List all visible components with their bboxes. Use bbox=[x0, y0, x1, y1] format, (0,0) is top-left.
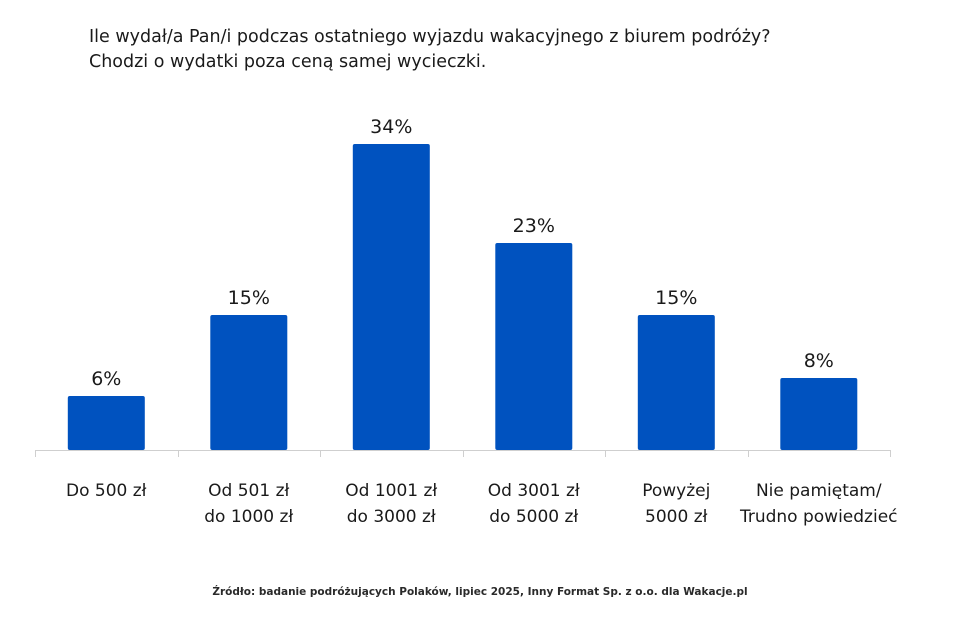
x-tick-label-line: Nie pamiętam/ bbox=[755, 481, 882, 501]
x-tick-label-line: Od 3001 zł bbox=[487, 481, 580, 501]
x-tick-label-line: do 3000 zł bbox=[346, 507, 436, 527]
x-tick-label-line: Trudno powiedzieć bbox=[739, 507, 898, 527]
bar-value-label: 34% bbox=[370, 116, 412, 138]
chart-title: Ile wydał/a Pan/i podczas ostatniego wyj… bbox=[89, 25, 771, 75]
chart-title-line-1: Ile wydał/a Pan/i podczas ostatniego wyj… bbox=[89, 27, 771, 47]
x-tick-label-line: do 5000 zł bbox=[489, 507, 579, 527]
source-note: Źródło: badanie podróżujących Polaków, l… bbox=[212, 586, 748, 598]
bar bbox=[67, 396, 145, 450]
bar-value-label: 6% bbox=[91, 368, 121, 390]
bar-value-label: 8% bbox=[804, 350, 834, 372]
x-tick-label-line: do 1000 zł bbox=[204, 507, 294, 527]
bar-value-label: 15% bbox=[228, 287, 270, 309]
x-tick-label-line: 5000 zł bbox=[645, 507, 708, 527]
bar bbox=[352, 144, 430, 450]
bar-value-label: 15% bbox=[655, 287, 697, 309]
x-tick-label: Od 501 zł do 1000 zł bbox=[149, 478, 349, 530]
x-tick-label-line: Powyżej bbox=[642, 481, 711, 501]
bar bbox=[210, 315, 288, 450]
x-tick-label: Powyżej 5000 zł bbox=[576, 478, 776, 530]
chart-title-line-2: Chodzi o wydatki poza ceną samej wyciecz… bbox=[89, 52, 487, 72]
bar bbox=[495, 243, 573, 450]
x-tick-label: Nie pamiętam/Trudno powiedzieć bbox=[719, 478, 919, 530]
bar bbox=[637, 315, 715, 450]
x-tick-label-line: Do 500 zł bbox=[65, 481, 147, 501]
x-tick-label-line: Od 1001 zł bbox=[345, 481, 438, 501]
x-tick-label: Od 1001 zł do 3000 zł bbox=[291, 478, 491, 530]
x-tick-label-line: Od 501 zł bbox=[208, 481, 290, 501]
bar bbox=[780, 378, 858, 450]
bar-value-label: 23% bbox=[513, 215, 555, 237]
x-tick-label: Od 3001 zł do 5000 zł bbox=[434, 478, 634, 530]
x-tick-label: Do 500 zł bbox=[6, 478, 206, 504]
